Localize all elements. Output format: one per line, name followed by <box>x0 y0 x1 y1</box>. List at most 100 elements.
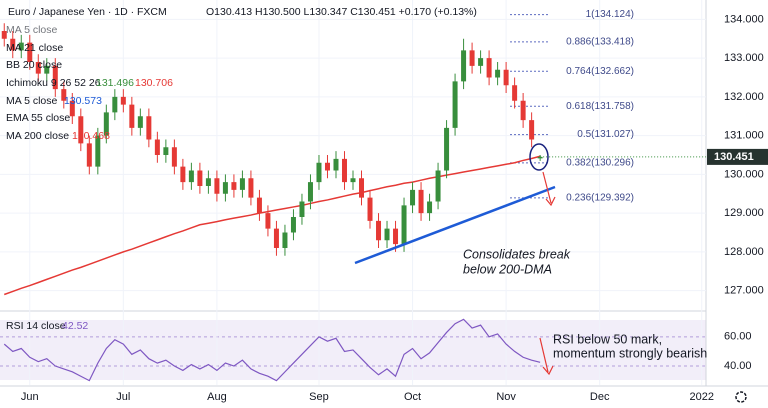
ma-line <box>3 155 541 296</box>
rsi-arrow <box>539 337 554 376</box>
candle-body <box>61 89 67 101</box>
candle-body <box>435 170 441 202</box>
ma5-legend: MA 5 close <box>6 95 58 107</box>
fib-label: 1(134.124) <box>586 9 634 20</box>
x-tick-label: Oct <box>404 391 421 403</box>
candle-body <box>307 182 313 202</box>
ichimoku-legend: Ichimoku 9 26 52 26 <box>6 77 101 89</box>
rsi-line <box>3 318 541 382</box>
candle-body <box>367 197 373 221</box>
ma5-value: 130.573 <box>64 95 102 107</box>
y-tick-label: 130.000 <box>724 168 764 180</box>
candle-body <box>537 156 543 159</box>
candle-body <box>316 162 322 183</box>
candle-body <box>452 81 458 128</box>
y-tick-label: 128.000 <box>724 246 764 258</box>
candle-body <box>444 127 450 171</box>
candle-body <box>146 116 152 140</box>
fib-label: 0.5(131.027) <box>577 129 634 140</box>
candle-body <box>112 96 118 113</box>
ichimoku-value: 131.496 <box>96 77 134 89</box>
candle-body <box>103 112 109 136</box>
rsi-legend: RSI 14 close <box>6 320 66 332</box>
candle-body <box>86 143 92 167</box>
settings-icon[interactable] <box>735 391 747 403</box>
ohlc-header: O130.413 H130.500 L130.347 C130.451 +0.1… <box>206 6 477 18</box>
candle-body <box>1 31 7 39</box>
annotation: below 200-DMA <box>463 262 552 276</box>
candle-body <box>359 178 365 198</box>
fib-label: 0.886(133.418) <box>566 37 634 48</box>
candle-body <box>469 50 475 66</box>
y-tick-label: 129.000 <box>724 207 764 219</box>
candle-body <box>282 232 288 248</box>
y-tick-label: 132.000 <box>724 91 764 103</box>
x-tick-label: Jun <box>21 391 39 403</box>
candle-body <box>256 197 262 214</box>
candle-body <box>95 135 101 167</box>
candle-body <box>265 213 271 229</box>
candle-body <box>461 50 467 82</box>
x-tick-label: Aug <box>207 391 227 403</box>
y-tick-label: 131.000 <box>724 130 764 142</box>
candle-body <box>222 182 228 194</box>
x-tick-label: Nov <box>496 391 516 403</box>
candle-body <box>341 158 347 183</box>
candle-body <box>376 220 382 241</box>
annotation: momentum strongly bearish <box>553 346 707 360</box>
fib-label: 0.236(129.392) <box>566 193 634 204</box>
candle-body <box>495 69 501 78</box>
candle-body <box>180 166 186 183</box>
candle-body <box>18 42 24 51</box>
candle-body <box>239 178 245 190</box>
y-tick-label: 60.00 <box>724 331 752 343</box>
fib-label: 0.618(131.758) <box>566 101 634 112</box>
candle-body <box>78 116 84 144</box>
candle-body <box>520 100 526 121</box>
indicator-legend: BB 20 close <box>6 59 62 71</box>
x-tick-label: 2022 <box>690 391 714 403</box>
candle-body <box>248 178 254 198</box>
candle-body <box>401 205 407 245</box>
candle-body <box>427 201 433 214</box>
fib-label: 0.382(130.296) <box>566 158 634 169</box>
candle-body <box>333 158 339 171</box>
arrow-down <box>542 171 556 207</box>
ma200-value: 130.468 <box>72 130 110 142</box>
candle-body <box>478 58 484 66</box>
candle-body <box>299 201 305 217</box>
highlight-circle <box>529 143 549 171</box>
candle-body <box>290 217 296 233</box>
candle-body <box>188 170 194 183</box>
candle-body <box>529 120 535 140</box>
chart-title: Euro / Japanese Yen · 1D · FXCM <box>8 6 167 18</box>
candle-body <box>503 69 509 86</box>
candle-body <box>393 228 399 245</box>
fib-label: 0.764(132.662) <box>566 66 634 77</box>
candle-body <box>120 96 126 105</box>
annotation: Consolidates break <box>463 247 571 261</box>
candle-body <box>69 100 75 117</box>
candle-body <box>418 189 424 214</box>
indicator-legend: MA 21 close <box>6 42 63 54</box>
candle-body <box>163 147 169 155</box>
candle-body <box>137 116 143 128</box>
y-tick-label: 127.000 <box>724 285 764 297</box>
trend-line <box>354 185 556 265</box>
indicator-legend: MA 5 close <box>6 24 58 36</box>
rsi-value: 42.52 <box>62 320 88 332</box>
candle-body <box>154 139 160 155</box>
candle-body <box>10 38 16 51</box>
last-price-box <box>707 148 768 165</box>
candle-body <box>171 147 177 167</box>
candle-body <box>197 170 203 186</box>
ma200-legend: MA 200 close <box>6 130 69 142</box>
candle-body <box>129 104 135 128</box>
ichimoku-value: 130.706 <box>135 77 173 89</box>
ema55-legend: EMA 55 close <box>6 112 70 124</box>
x-tick-label: Sep <box>309 391 329 403</box>
y-tick-label: 133.000 <box>724 52 764 64</box>
candle-body <box>44 65 50 74</box>
y-tick-label: 40.00 <box>724 360 752 372</box>
